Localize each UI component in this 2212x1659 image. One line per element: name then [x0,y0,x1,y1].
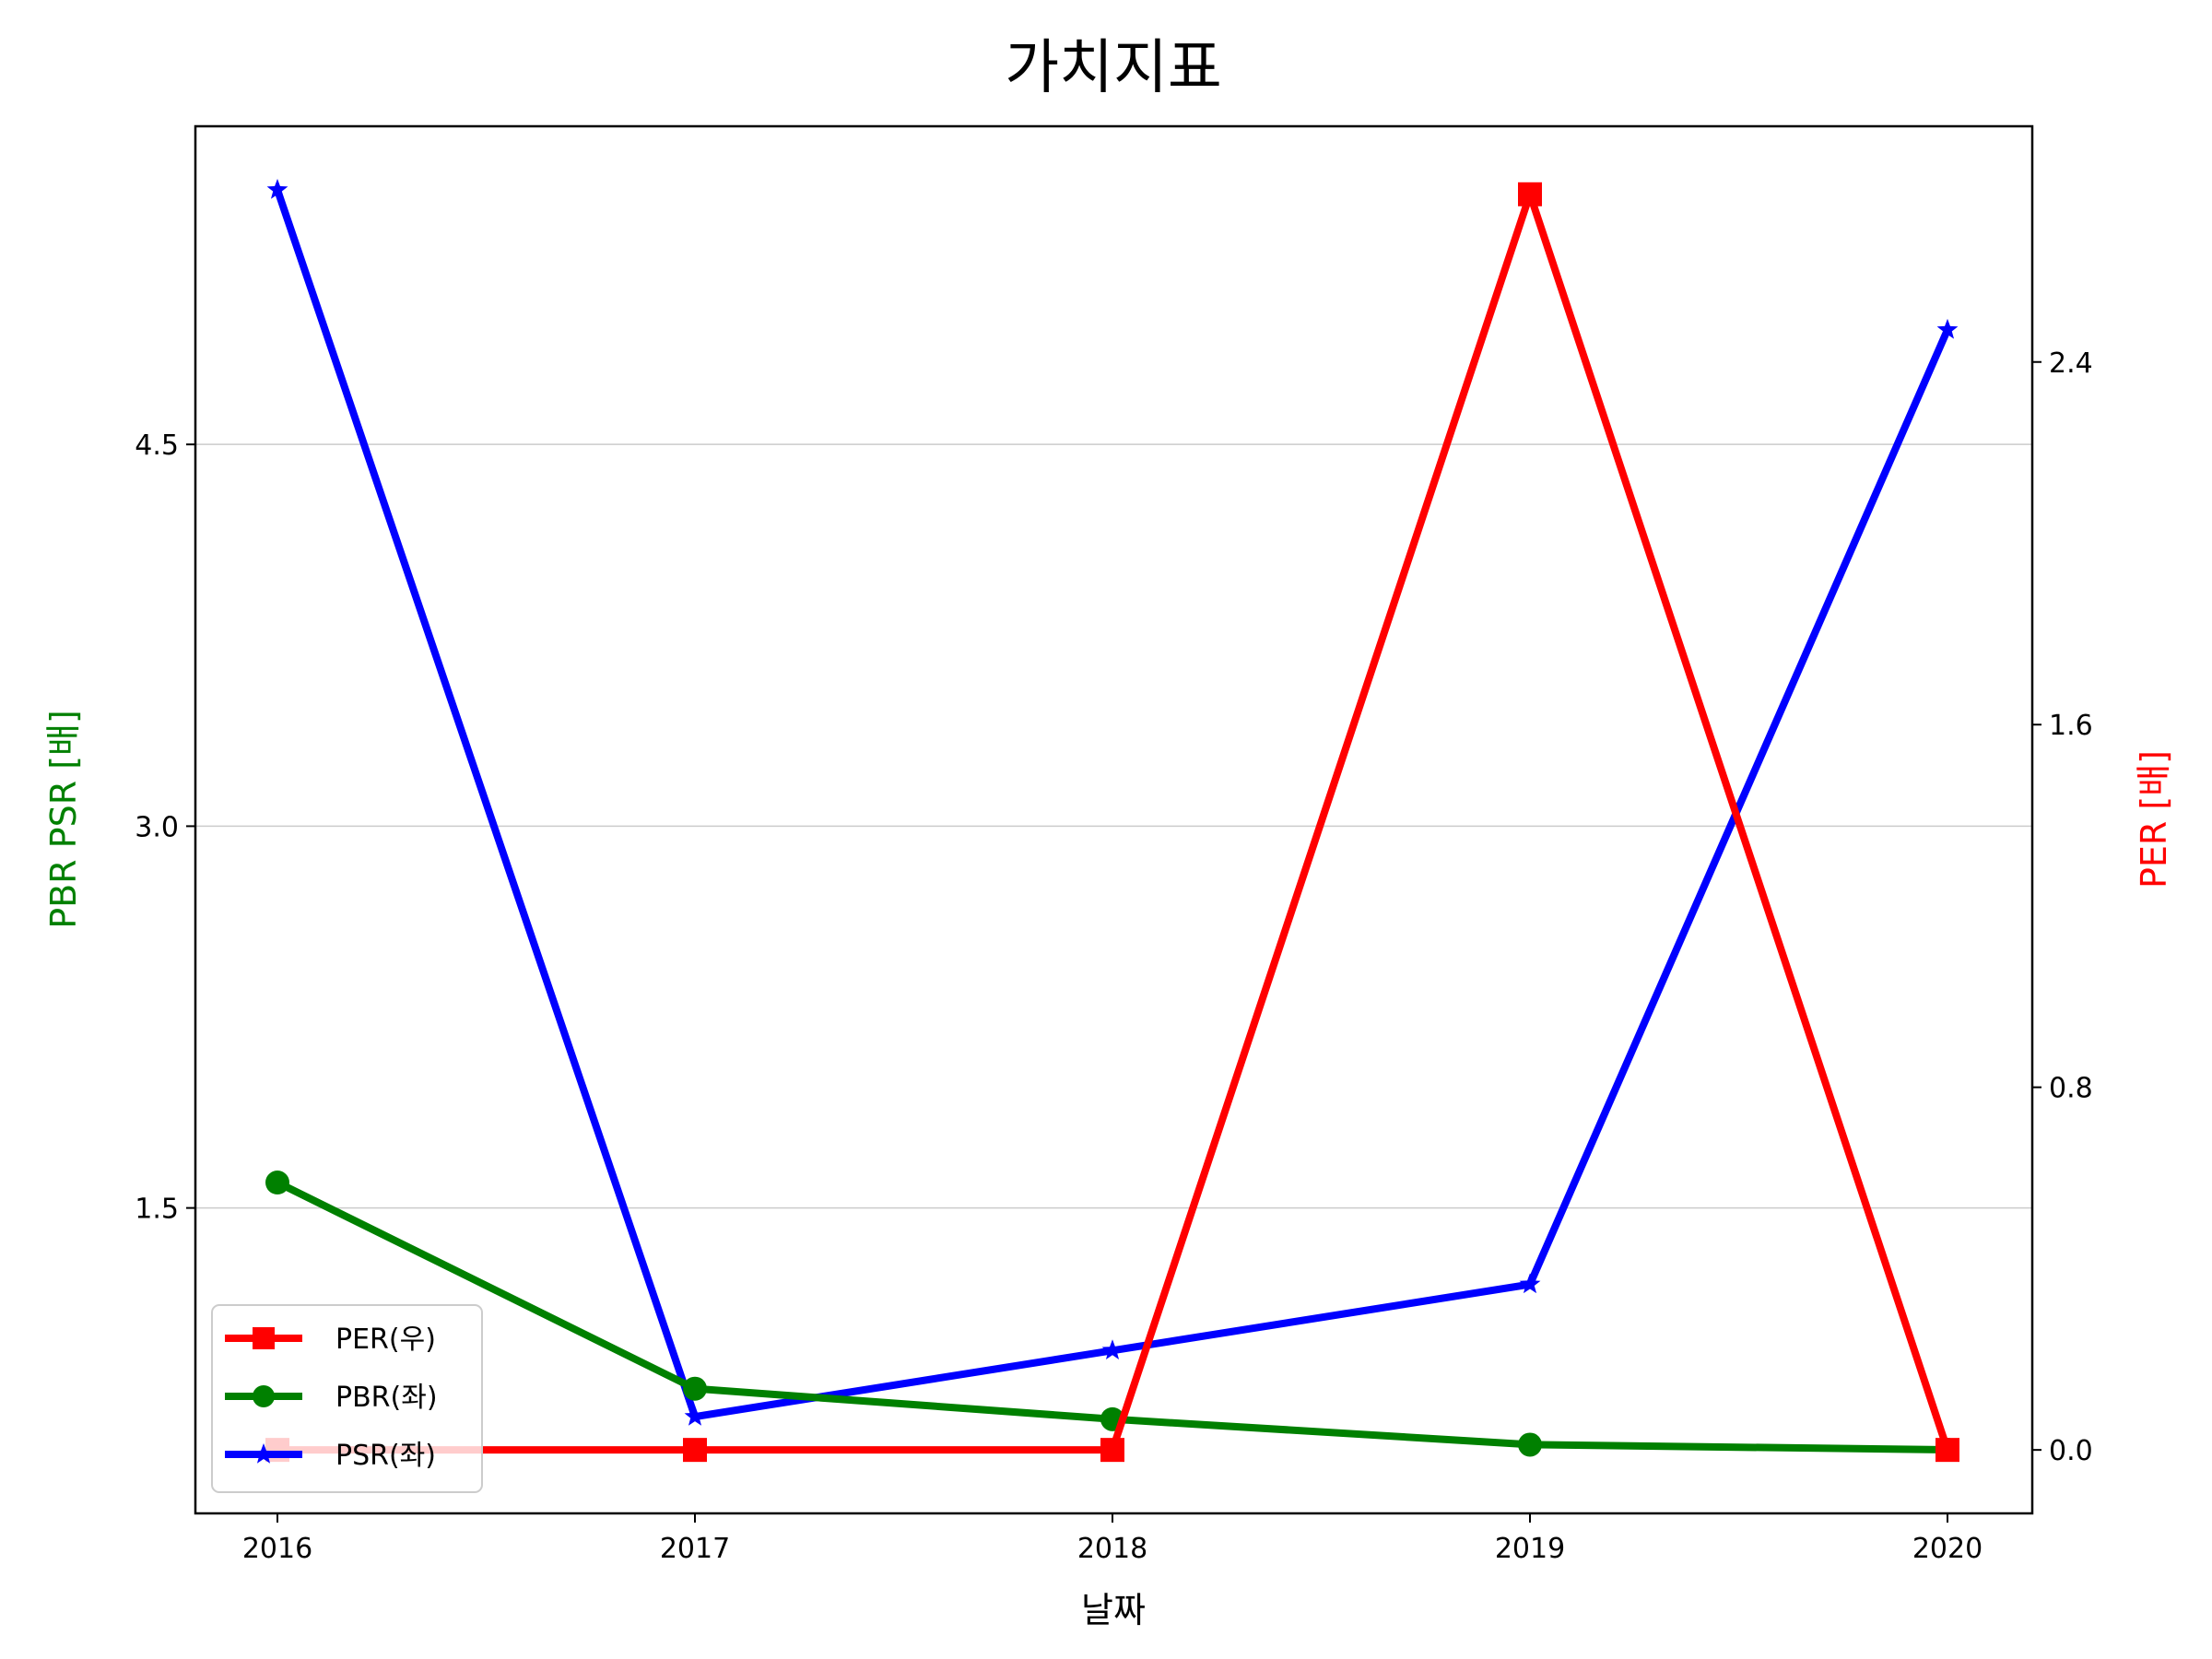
x-tick-label: 2017 [660,1533,730,1565]
y-left-tick-label: 4.5 [135,429,179,462]
x-axis-label: 날짜 [1081,1590,1146,1630]
data-point-psr [1519,1273,1541,1294]
data-point-pbr [265,1171,289,1195]
y-axis-right-label: PER [배] [2134,750,2174,888]
y-axis-left: 1.5 3.0 4.5 [135,429,195,1226]
data-point-pbr [683,1376,707,1401]
legend-label: PBR(좌) [335,1382,438,1414]
y-axis-right: 0.0 0.8 1.6 2.4 [2032,347,2093,1467]
y-left-tick-label: 1.5 [135,1194,179,1226]
data-point-psr [1936,318,1959,339]
y-right-tick-label: 1.6 [2049,710,2093,742]
legend: PER(우) PBR(좌) PSR(좌) [211,1304,483,1493]
legend-marker [253,1443,275,1464]
plot-frame [194,124,2034,1515]
series-layer [265,179,1959,1463]
legend-marker [253,1327,275,1349]
data-point-per [683,1438,707,1463]
x-tick-label: 2018 [1077,1533,1147,1565]
data-point-pbr [1518,1432,1542,1457]
data-point-per [1936,1438,1959,1463]
legend-marker [253,1385,275,1407]
data-point-psr [684,1406,706,1426]
series-psr [266,179,1959,1426]
data-point-per [1518,182,1542,206]
legend-box [211,1304,483,1493]
y-right-tick-label: 2.4 [2049,347,2093,380]
x-tick-label: 2016 [242,1533,312,1565]
y-right-tick-label: 0.8 [2049,1073,2093,1105]
chart-title: 가치지표 [1005,34,1222,102]
y-right-tick-label: 0.0 [2049,1435,2093,1467]
y-left-tick-label: 3.0 [135,811,179,843]
data-point-psr [1101,1339,1124,1359]
grid [195,443,2032,1209]
legend-label: PER(우) [335,1324,436,1356]
data-point-psr [266,179,288,199]
x-tick-label: 2019 [1495,1533,1565,1565]
y-axis-left-label: PBR PSR [배] [43,710,84,929]
data-point-per [1100,1438,1124,1463]
x-axis: 2016 2017 2018 2019 2020 [242,1513,1983,1565]
legend-label: PSR(좌) [335,1440,436,1472]
x-tick-label: 2020 [1912,1533,1983,1565]
